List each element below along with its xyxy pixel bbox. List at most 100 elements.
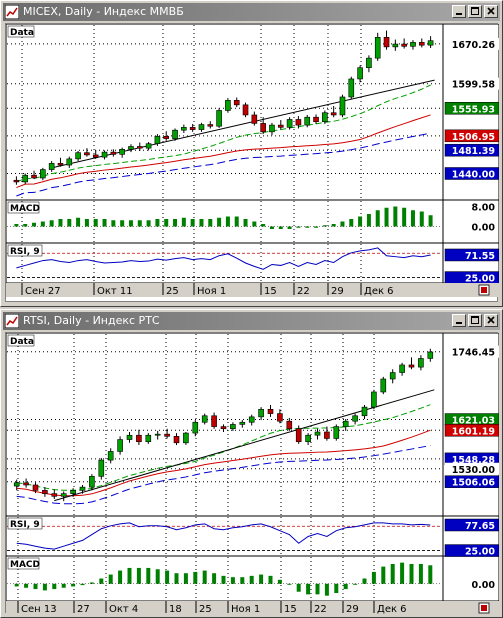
macd-bar — [428, 565, 433, 584]
macd-bar — [353, 583, 358, 585]
macd-bar — [249, 575, 254, 584]
window-title: RTSI, Daily - Индекс РТС — [23, 314, 160, 327]
macd-bar — [371, 571, 376, 584]
macd-bar — [183, 573, 188, 584]
close-button[interactable] — [484, 314, 498, 327]
macd-label-bg — [7, 557, 40, 570]
macd-bar — [287, 583, 292, 585]
minimize-button[interactable] — [452, 314, 466, 327]
chart-area[interactable]: Data 1670.26 1599.58 1555.93 1506.95 1481.39 1… — [5, 23, 499, 303]
macd-bar — [40, 221, 45, 227]
price-panel[interactable] — [6, 24, 444, 201]
macd-tick-label: 8.00 — [472, 203, 496, 214]
candle-body — [408, 364, 415, 368]
macd-bar — [208, 219, 213, 227]
macd-scale — [442, 555, 499, 602]
candle-body — [101, 151, 108, 158]
macd-bar — [252, 221, 257, 227]
macd-bar — [173, 219, 178, 227]
moving-average-blue — [16, 445, 431, 505]
title-bar[interactable]: RTSI, Daily - Индекс РТС — [3, 312, 500, 330]
macd-bar — [32, 222, 37, 227]
price-label-bg — [445, 37, 499, 50]
macd-bar — [165, 570, 170, 584]
macd-bar — [111, 220, 116, 227]
macd-bar — [190, 219, 195, 227]
candle-body — [216, 110, 222, 127]
candle-body — [136, 146, 143, 149]
macd-bar — [80, 583, 85, 586]
title-bar[interactable]: MICEX, Daily - Индекс ММВБ — [3, 3, 500, 21]
macd-bar — [259, 574, 264, 584]
candle-body — [242, 104, 249, 116]
scale-mode-icon-fill — [481, 287, 487, 293]
candle-body — [136, 434, 142, 443]
moving-average-blue — [16, 132, 431, 197]
rsi-panel[interactable] — [6, 515, 444, 557]
candle-body — [277, 124, 284, 128]
candle-body — [117, 439, 123, 452]
rsi-panel[interactable] — [6, 242, 444, 284]
candle-body — [181, 127, 187, 131]
date-label: 27 — [77, 604, 90, 614]
macd-bar — [343, 583, 348, 590]
price-label: 1601.19 — [452, 426, 495, 437]
rsi-label-bg — [7, 244, 43, 257]
candle-body — [357, 67, 363, 80]
date-label: Ноя 1 — [197, 286, 226, 297]
macd-bar — [225, 216, 230, 227]
rsi-label: RSI, 9 — [10, 247, 40, 257]
price-panel[interactable] — [6, 333, 444, 517]
candle-body — [324, 431, 330, 439]
candle-body — [84, 152, 90, 156]
micex-chart-svg[interactable]: Data 1670.26 1599.58 1555.93 1506.95 1481.39 1… — [6, 24, 499, 303]
macd-bar — [33, 583, 38, 590]
moving-average-green — [16, 404, 431, 491]
macd-bar — [128, 220, 133, 227]
macd-label-bg — [7, 201, 40, 214]
minimize-button[interactable] — [452, 5, 466, 18]
window-title: MICEX, Daily - Индекс ММВБ — [23, 5, 184, 18]
close-icon — [487, 316, 495, 324]
maximize-button[interactable] — [468, 5, 482, 18]
macd-bar — [384, 207, 389, 227]
macd-bar — [84, 219, 89, 227]
price-label-bg — [444, 102, 499, 115]
date-label: 15 — [284, 604, 297, 614]
macd-bar — [136, 567, 141, 584]
candle-body — [322, 112, 328, 123]
candle-body — [75, 152, 81, 160]
macd-bar — [400, 562, 405, 584]
close-button[interactable] — [484, 5, 498, 18]
chart-window-rtsi[interactable]: RTSI, Daily - Индекс РТС Data 1746.45 1621… — [0, 309, 503, 618]
price-panel-label-bg — [7, 25, 35, 38]
price-label: 1670.26 — [452, 40, 496, 51]
candle-body — [211, 415, 217, 427]
candle-body — [333, 426, 340, 439]
maximize-button[interactable] — [468, 314, 482, 327]
candle-body — [189, 127, 196, 130]
macd-bar — [306, 583, 311, 595]
macd-bar — [93, 219, 98, 227]
macd-label: MACD — [10, 560, 40, 570]
macd-bar — [305, 226, 310, 228]
candle-body — [225, 100, 231, 111]
macd-bar — [314, 226, 319, 228]
macd-bar — [24, 583, 29, 588]
candle-body — [380, 378, 387, 393]
candle-body — [201, 415, 208, 423]
price-label: 1440.00 — [452, 169, 496, 180]
date-label: 29 — [331, 286, 344, 297]
candle-body — [89, 476, 95, 488]
macd-bar — [296, 583, 301, 592]
chart-window-micex[interactable]: MICEX, Daily - Индекс ММВБ Data 1670.26 15… — [0, 0, 503, 307]
chart-area[interactable]: Data 1746.45 1621.03 1601.19 1548.28 1530.00 1… — [5, 332, 499, 614]
macd-bar — [127, 567, 132, 584]
candle-body — [286, 119, 293, 128]
trend-line — [54, 389, 435, 502]
chart-app-icon — [5, 5, 19, 19]
date-axis — [6, 283, 499, 297]
macd-bar — [261, 224, 266, 227]
macd-bar — [381, 566, 386, 584]
